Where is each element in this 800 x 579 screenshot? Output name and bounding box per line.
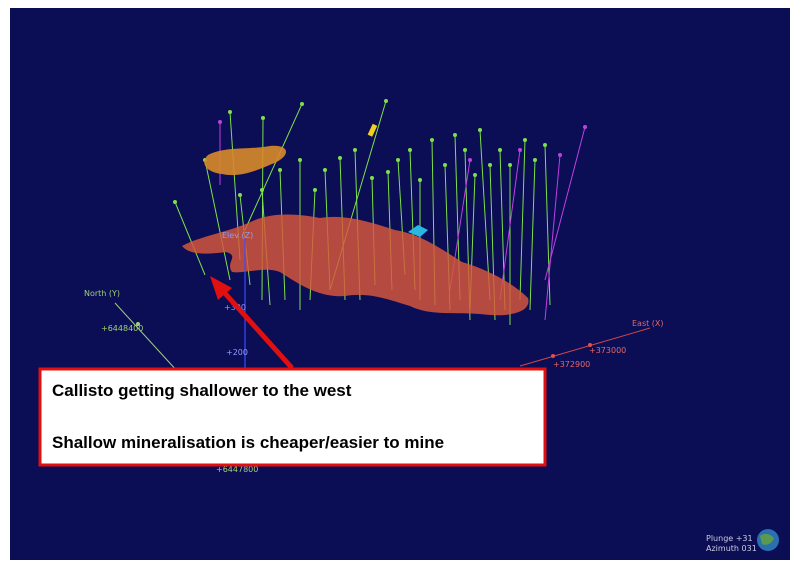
arrow	[220, 288, 294, 370]
collar	[453, 133, 457, 137]
small-lens	[408, 225, 428, 237]
collar	[353, 148, 357, 152]
drill-hole	[174, 201, 206, 276]
collar	[408, 148, 412, 152]
azimuth: Azimuth 031	[706, 544, 757, 553]
plunge: Plunge +31	[706, 534, 753, 543]
collar	[533, 158, 537, 162]
drill-hole	[519, 139, 526, 301]
collar	[478, 128, 482, 132]
collar	[313, 188, 317, 192]
collar	[523, 138, 527, 142]
collar	[498, 148, 502, 152]
collar	[370, 176, 374, 180]
callout-text: Callisto getting shallower to the west	[52, 381, 352, 400]
axis-tick-label: +200	[226, 348, 248, 357]
axis-label: Elev (Z)	[222, 231, 253, 240]
collar	[468, 158, 472, 162]
collar	[488, 163, 492, 167]
collar	[260, 188, 264, 192]
tick-dot	[588, 343, 592, 347]
collar	[384, 99, 388, 103]
drill-hole	[204, 159, 231, 281]
arrow-head	[210, 276, 232, 300]
drill-hole	[244, 103, 303, 231]
collar	[473, 173, 477, 177]
north-axis	[114, 302, 179, 373]
collar	[338, 156, 342, 160]
collar	[386, 170, 390, 174]
drill-hole	[529, 159, 536, 311]
axis-label: North (Y)	[84, 289, 120, 298]
collar	[543, 143, 547, 147]
collar	[430, 138, 434, 142]
collar	[300, 102, 304, 106]
collar	[418, 178, 422, 182]
collar	[298, 158, 302, 162]
orebody	[182, 214, 529, 316]
marker	[367, 123, 378, 137]
collar	[396, 158, 400, 162]
collar	[228, 110, 232, 114]
globe-land	[760, 533, 774, 545]
collar	[508, 163, 512, 167]
axis-label: East (X)	[632, 319, 664, 328]
collar	[173, 200, 177, 204]
drill-hole	[544, 126, 586, 281]
drill-hole	[499, 149, 521, 301]
axis-tick-label: +6447800	[216, 465, 258, 474]
collar	[518, 148, 522, 152]
collar	[463, 148, 467, 152]
collar	[323, 168, 327, 172]
callout-text: Shallow mineralisation is cheaper/easier…	[52, 433, 444, 452]
collar	[218, 120, 222, 124]
collar	[558, 153, 562, 157]
axis-tick-label: +373000	[589, 346, 626, 355]
tick-dot	[551, 354, 555, 358]
collar	[278, 168, 282, 172]
axis-tick-label: +6448400	[101, 324, 143, 333]
upper-lens	[204, 145, 287, 176]
tick-dot	[136, 322, 140, 326]
east-axis	[519, 327, 651, 367]
drill-hole	[479, 129, 491, 301]
collar	[443, 163, 447, 167]
callout-box	[38, 367, 547, 467]
axis-tick-label: +372900	[553, 360, 590, 369]
collar	[583, 125, 587, 129]
collar	[238, 193, 242, 197]
drill-hole	[544, 154, 561, 321]
collar	[261, 116, 265, 120]
